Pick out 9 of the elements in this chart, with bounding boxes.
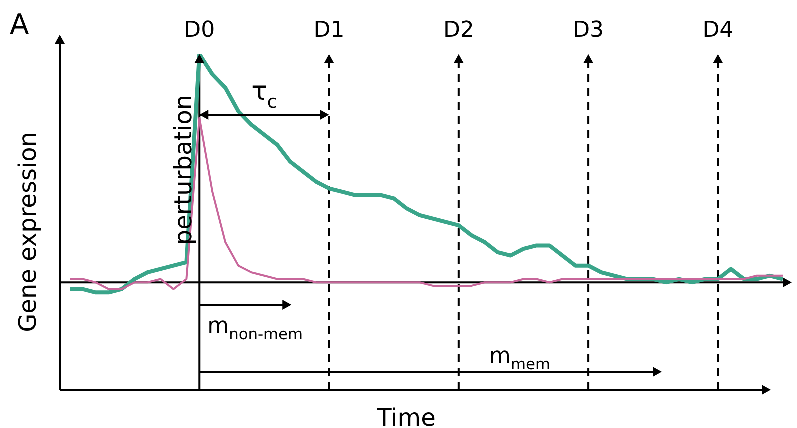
x-tick-label: D0: [184, 18, 216, 43]
x-axis-title: Time: [376, 404, 436, 428]
x-tick-label: D2: [443, 18, 474, 43]
y-axis-title: Gene expression: [14, 132, 42, 332]
x-tick-label: D1: [314, 18, 345, 43]
x-tick-label: D3: [573, 18, 604, 43]
text: A: [10, 8, 30, 41]
annotation: perturbation: [170, 94, 198, 246]
x-tick-label: D4: [702, 18, 734, 43]
